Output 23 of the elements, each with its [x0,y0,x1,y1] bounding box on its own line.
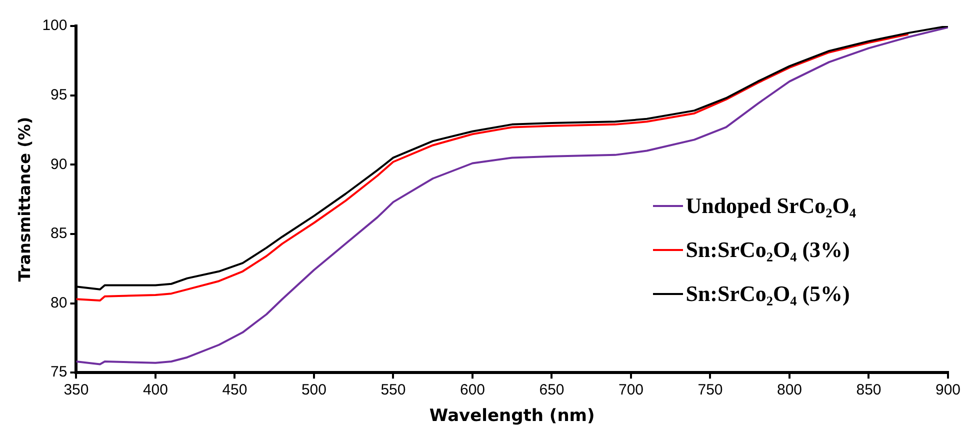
y-axis-title: Transmittance (%) [14,116,34,282]
legend-label: Undoped SrCo₂O₄ [686,193,856,219]
y-tick-label: 75 [50,364,68,381]
x-tick-label: 500 [301,382,326,399]
x-tick-label: 850 [856,382,882,399]
x-tick-label: 350 [64,382,89,399]
y-tick-label: 85 [50,225,68,242]
x-tick-label: 450 [222,382,248,399]
x-axis-title: Wavelength (nm) [429,406,595,426]
legend-label: Sn:SrCo₂O₄ (5%) [686,281,850,307]
legend-label: Sn:SrCo₂O₄ (3%) [686,237,850,263]
x-tick-label: 750 [698,382,723,399]
x-tick-label: 800 [776,382,802,399]
y-tick-label: 80 [50,294,68,312]
x-tick-label: 600 [460,382,486,399]
x-tick-label: 550 [380,382,406,399]
y-tick-label: 100 [42,17,68,34]
y-tick-label: 95 [50,86,68,104]
x-tick-label: 700 [618,382,644,399]
y-tick-label: 90 [50,156,68,173]
x-tick-label: 900 [935,382,961,399]
x-tick-label: 650 [539,382,564,399]
x-tick-label: 400 [142,382,168,399]
